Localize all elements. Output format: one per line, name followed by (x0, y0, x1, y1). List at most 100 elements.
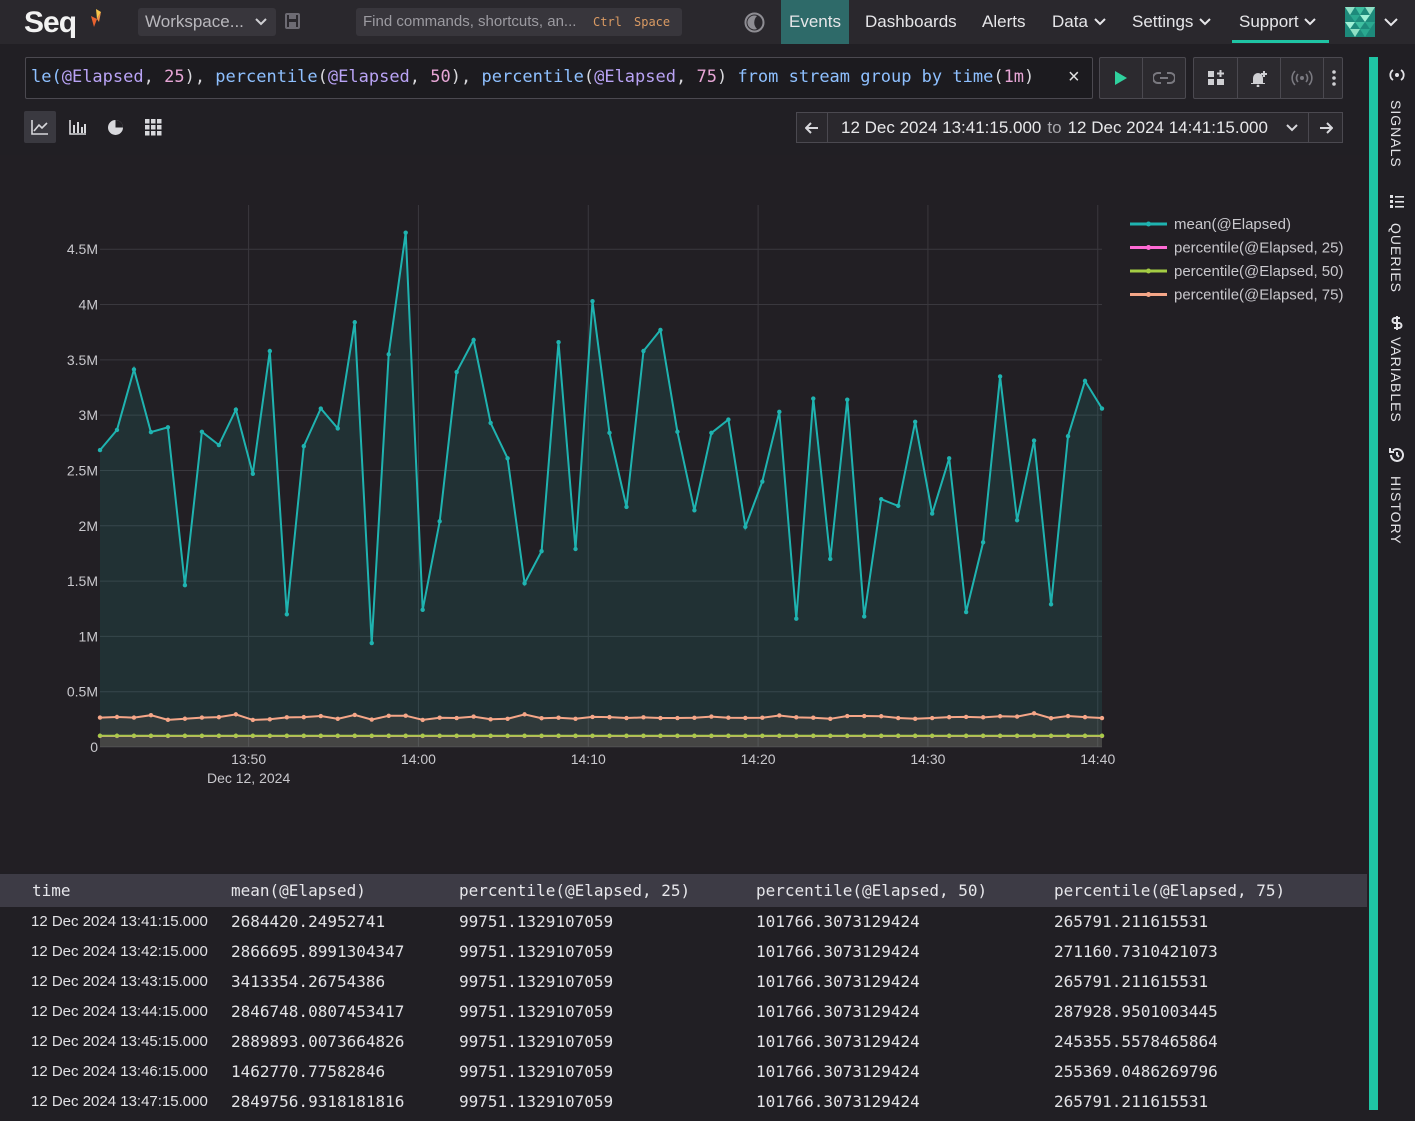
data-point (369, 717, 374, 722)
table-cell: 265791.211615531 (1054, 972, 1209, 991)
command-search-input[interactable]: Find commands, shortcuts, an... Ctrl Spa… (356, 8, 682, 36)
data-point (488, 420, 493, 426)
data-point (675, 733, 680, 738)
line-chart-button[interactable] (24, 111, 56, 143)
heatmap-button[interactable] (137, 111, 169, 143)
data-point (301, 443, 306, 449)
command-placeholder: Find commands, shortcuts, an... (363, 13, 577, 30)
data-point (318, 713, 323, 719)
sidebar-accent-rail (1369, 57, 1378, 1110)
nav-dashboards[interactable]: Dashboards (865, 12, 957, 31)
sidebar-tab-signals[interactable]: SIGNALS (1385, 66, 1409, 168)
add-alert-button[interactable] (1238, 58, 1280, 98)
list-icon (1390, 195, 1404, 208)
data-point (607, 733, 612, 738)
table-row[interactable]: 12 Dec 2024 13:43:15.000 3413354.26754386… (0, 967, 1367, 997)
table-cell: 99751.1329107059 (459, 912, 614, 931)
table-row[interactable]: 12 Dec 2024 13:47:15.000 2849756.93181818… (0, 1087, 1367, 1117)
data-point (250, 471, 256, 476)
table-row[interactable]: 12 Dec 2024 13:45:15.000 2889893.00736648… (0, 1027, 1367, 1057)
save-workspace-icon[interactable] (285, 13, 300, 29)
clear-query-icon[interactable]: × (1068, 66, 1080, 88)
table-row[interactable]: 12 Dec 2024 13:44:15.000 2846748.08074534… (0, 997, 1367, 1027)
data-point (114, 714, 120, 720)
data-point (896, 733, 901, 738)
data-point (471, 714, 476, 719)
table-cell: 3413354.26754386 (231, 972, 386, 991)
data-point (454, 715, 459, 721)
data-point (811, 715, 816, 720)
add-to-dashboard-button[interactable] (1194, 58, 1237, 98)
data-point (726, 417, 731, 422)
line-chart[interactable]: 0 0.5M 1M 1.5M 2M 2.5M 3M 3.5M 4M 4.5M 13:50 Dec 12… (0, 155, 1367, 872)
table-row[interactable]: 12 Dec 2024 13:42:15.000 2866695.89913043… (0, 937, 1367, 967)
table-cell: 2846748.0807453417 (231, 1002, 405, 1021)
range-dropdown-button[interactable] (1275, 113, 1309, 142)
sidebar-tab-variables[interactable]: VARIABLES (1385, 315, 1409, 423)
table-row[interactable]: 12 Dec 2024 13:41:15.000 2684420.24952741… (0, 907, 1367, 937)
nav-settings-label: Settings (1132, 12, 1194, 31)
broadcast-button[interactable] (1281, 58, 1323, 98)
column-header-time[interactable]: time (32, 881, 71, 900)
y-tick-label: 2M (79, 518, 98, 534)
data-point (862, 733, 867, 738)
data-point (1099, 406, 1105, 411)
table-row[interactable]: 12 Dec 2024 13:46:15.000 1462770.77582846… (0, 1057, 1367, 1087)
data-point (199, 715, 205, 720)
nav-support[interactable]: Support (1239, 0, 1317, 44)
data-point (946, 714, 952, 720)
column-header-mean[interactable]: mean(@Elapsed) (231, 881, 366, 900)
data-point (488, 733, 493, 738)
results-table-header: time mean(@Elapsed) percentile(@Elapsed,… (0, 874, 1367, 907)
data-point (794, 733, 799, 738)
data-point (131, 715, 137, 720)
sidebar-tab-queries[interactable]: QUERIES (1385, 193, 1409, 293)
data-point (522, 712, 527, 717)
next-range-button[interactable] (1310, 113, 1342, 142)
workspace-select[interactable]: Workspace... (138, 8, 276, 36)
pie-chart-button[interactable] (99, 111, 131, 143)
user-avatar[interactable] (1345, 7, 1375, 37)
chevron-down-icon (1199, 18, 1211, 26)
data-point (828, 733, 833, 738)
theme-toggle-icon[interactable] (744, 12, 765, 33)
data-point (980, 733, 986, 738)
live-tail-button[interactable] (1143, 58, 1185, 98)
data-point (539, 549, 544, 554)
bar-chart-button[interactable] (62, 111, 94, 143)
data-point (946, 733, 952, 738)
y-tick-label: 3.5M (67, 352, 98, 368)
chevron-down-icon[interactable] (1383, 14, 1399, 30)
nav-alerts[interactable]: Alerts (982, 12, 1026, 31)
data-point (760, 715, 765, 720)
nav-settings[interactable]: Settings (1132, 0, 1212, 44)
run-query-button[interactable] (1100, 58, 1142, 98)
time-range-text[interactable]: 12 Dec 2024 13:41:15.000 to 12 Dec 2024 14… (841, 113, 1268, 142)
sidebar-tab-history[interactable]: HISTORY (1385, 446, 1409, 545)
legend-label: percentile(@Elapsed, 25) (1174, 240, 1343, 257)
more-options-button[interactable] (1324, 58, 1343, 98)
seq-logo[interactable]: Seq (24, 6, 77, 39)
column-header-p50[interactable]: percentile(@Elapsed, 50) (756, 881, 988, 900)
data-point (709, 733, 714, 738)
nav-data[interactable]: Data (1052, 0, 1107, 44)
table-cell: 12 Dec 2024 13:47:15.000 (31, 1093, 208, 1110)
data-point (997, 714, 1003, 719)
nav-events[interactable]: Events (781, 0, 849, 44)
data-point (963, 733, 969, 738)
data-point (692, 508, 697, 513)
previous-range-button[interactable] (797, 113, 828, 142)
column-header-p75[interactable]: percentile(@Elapsed, 75) (1054, 881, 1286, 900)
query-token: @Elapsed (327, 67, 410, 87)
table-cell: 2849756.9318181816 (231, 1092, 405, 1111)
data-point (522, 581, 527, 586)
query-input[interactable]: le(@Elapsed, 25), percentile(@Elapsed, 5… (25, 57, 1093, 99)
chevron-down-icon (255, 18, 267, 26)
data-point (845, 733, 850, 738)
query-token: from stream group by time (737, 67, 994, 87)
data-point (777, 713, 782, 718)
table-cell: 12 Dec 2024 13:41:15.000 (31, 913, 208, 930)
series-area (100, 736, 1102, 747)
column-header-p25[interactable]: percentile(@Elapsed, 25) (459, 881, 691, 900)
x-tick-label: 13:50 (231, 751, 266, 767)
